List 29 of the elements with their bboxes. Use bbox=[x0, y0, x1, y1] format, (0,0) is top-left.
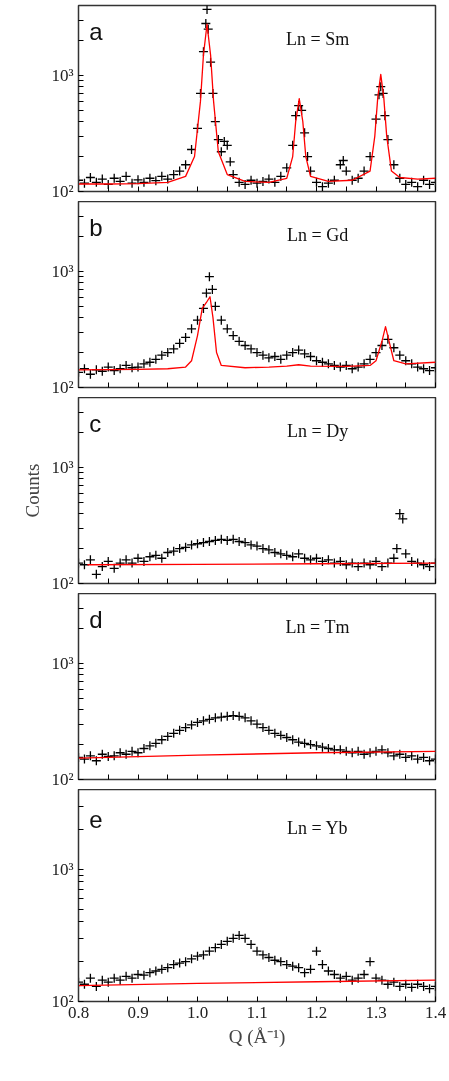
y-tick-label: 10³ bbox=[51, 457, 74, 477]
y-tick-label: 10² bbox=[51, 574, 74, 593]
y-tick-label: 10³ bbox=[51, 261, 74, 281]
y-tick-label: 10³ bbox=[51, 653, 74, 673]
x-tick-label: 1.4 bbox=[424, 1002, 447, 1022]
x-tick-label: 0.9 bbox=[127, 1002, 149, 1022]
annotation: a bbox=[89, 18, 104, 46]
annotation: c bbox=[89, 410, 102, 438]
y-tick-label: 10² bbox=[51, 378, 74, 397]
x-tick-label: 1.2 bbox=[305, 1002, 328, 1022]
y-tick-label: 10² bbox=[51, 770, 74, 789]
y-tick-label: 10² bbox=[51, 182, 74, 201]
y-tick-label: 10³ bbox=[51, 65, 74, 85]
x-tick-label: 1.0 bbox=[186, 1002, 209, 1022]
y-axis-title: Counts bbox=[22, 463, 44, 518]
annotation: Ln = Gd bbox=[287, 224, 349, 245]
annotation: Ln = Dy bbox=[287, 420, 349, 441]
line-series bbox=[78, 750, 436, 759]
annotation: e bbox=[89, 805, 103, 833]
x-tick-label: 1.1 bbox=[246, 1002, 268, 1022]
annotation: Ln = Tm bbox=[285, 616, 350, 637]
y-tick-label: 10³ bbox=[51, 859, 74, 879]
annotation: b bbox=[89, 214, 103, 242]
annotation: d bbox=[89, 606, 103, 634]
annotation: Ln = Yb bbox=[287, 817, 348, 838]
x-tick-label: 1.3 bbox=[365, 1002, 387, 1022]
x-axis-title: Q (Å⁻¹) bbox=[228, 1025, 286, 1048]
annotation: Ln = Sm bbox=[286, 28, 350, 49]
line-series bbox=[78, 296, 436, 371]
